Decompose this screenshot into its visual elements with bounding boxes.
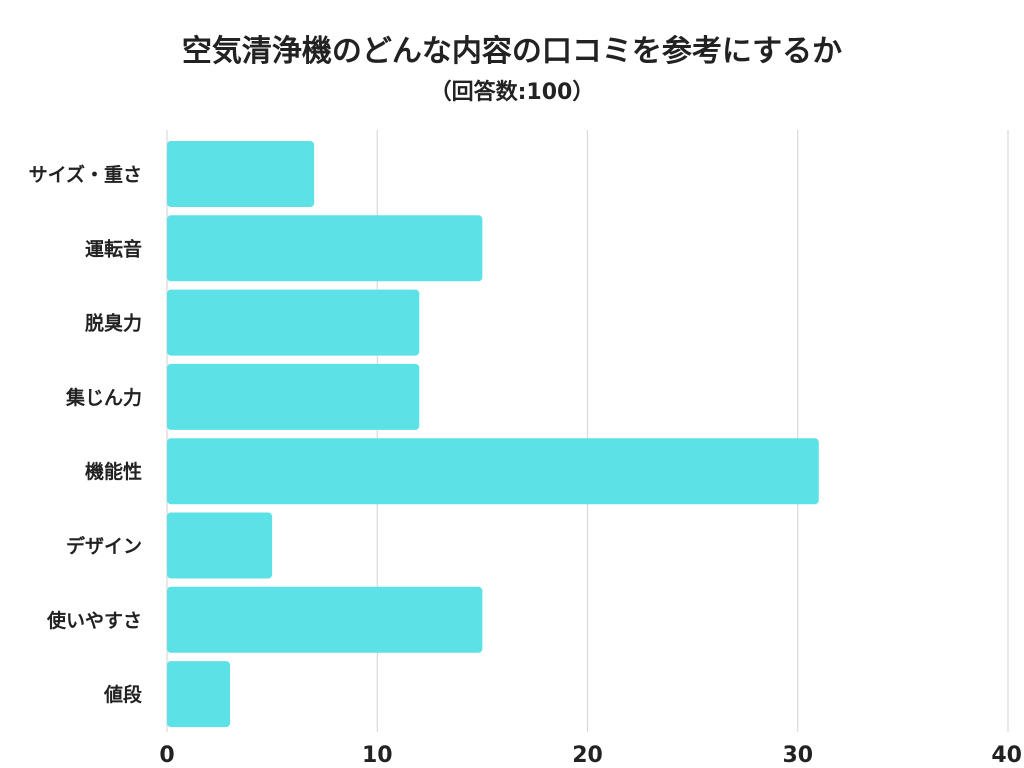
category-label: デザイン [66,535,142,558]
bar [167,141,315,207]
x-tick-label: 20 [572,743,603,768]
bar [167,512,273,579]
x-tick-label: 40 [991,743,1022,768]
category-label: 使いやすさ [46,610,142,632]
category-label: 脱臭力 [85,312,142,335]
chart-title: 空気清浄機のどんな内容の口コミを参考にするか [181,34,843,69]
bar [167,438,819,505]
bars [167,141,819,728]
x-tick-label: 0 [159,743,174,768]
bar [167,661,231,728]
bar [167,586,483,653]
x-tick-label: 30 [782,743,813,768]
x-axis-tick-labels: 0 10 20 30 40 [159,743,1022,768]
bar [167,363,420,430]
bar [167,289,420,356]
bar [167,215,483,282]
category-label: 値段 [103,683,143,706]
category-label: サイズ・重さ [29,163,142,186]
category-label: 機能性 [85,460,142,483]
category-label: 運転音 [85,237,142,260]
category-label: 集じん力 [65,386,142,409]
chart-subtitle: （回答数:100） [429,80,595,105]
x-tick-label: 10 [362,743,393,768]
